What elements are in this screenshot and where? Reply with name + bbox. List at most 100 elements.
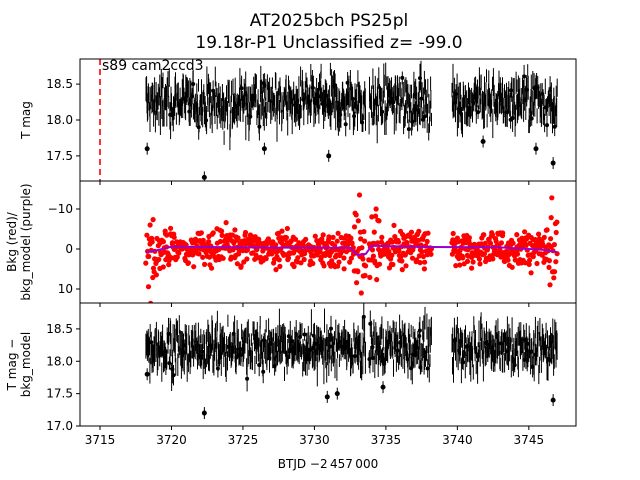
data-point bbox=[242, 229, 249, 236]
data-point bbox=[527, 257, 533, 263]
y-tick-label: −10 bbox=[48, 202, 73, 216]
data-point bbox=[391, 100, 396, 105]
outlier-point bbox=[144, 371, 150, 377]
data-point bbox=[350, 96, 355, 101]
data-point bbox=[210, 230, 216, 236]
data-point bbox=[328, 344, 333, 349]
data-point bbox=[335, 230, 341, 236]
data-point bbox=[373, 213, 379, 219]
series-middle bbox=[143, 192, 560, 303]
data-point bbox=[149, 239, 155, 245]
data-point bbox=[150, 274, 156, 281]
x-tick-label: 3720 bbox=[156, 433, 187, 447]
data-point bbox=[457, 262, 463, 268]
data-point bbox=[196, 251, 202, 257]
data-point bbox=[369, 247, 376, 253]
x-tick-label: 3735 bbox=[371, 433, 402, 447]
data-point bbox=[493, 238, 499, 244]
data-point bbox=[529, 116, 534, 121]
data-point bbox=[279, 228, 285, 234]
y-axis-label: bkg_model bbox=[19, 332, 33, 398]
data-point bbox=[551, 275, 557, 281]
data-point bbox=[244, 256, 250, 262]
data-point bbox=[238, 263, 244, 269]
data-point bbox=[269, 251, 275, 257]
data-point bbox=[167, 361, 172, 366]
outlier-point bbox=[550, 160, 556, 166]
data-point bbox=[202, 261, 208, 267]
data-point bbox=[310, 260, 316, 267]
outlier-point bbox=[550, 397, 556, 403]
data-point bbox=[351, 224, 358, 230]
data-point bbox=[526, 261, 532, 267]
data-point bbox=[376, 261, 383, 267]
data-point bbox=[302, 332, 307, 337]
data-point bbox=[219, 232, 225, 238]
data-point bbox=[487, 240, 494, 246]
data-point bbox=[219, 228, 225, 234]
data-point bbox=[341, 255, 347, 261]
y-tick-label: 0 bbox=[65, 242, 73, 256]
data-point bbox=[168, 255, 174, 261]
data-point bbox=[232, 227, 238, 233]
data-point bbox=[391, 222, 397, 228]
data-point bbox=[425, 230, 431, 236]
data-point bbox=[335, 263, 341, 269]
data-point bbox=[546, 258, 553, 264]
data-point bbox=[153, 272, 159, 278]
y-tick-label: 17.5 bbox=[46, 149, 73, 163]
outlier-point bbox=[533, 146, 539, 152]
data-point bbox=[490, 256, 496, 262]
data-point bbox=[392, 234, 398, 240]
data-point bbox=[174, 254, 180, 260]
data-point bbox=[421, 266, 427, 272]
data-point bbox=[553, 259, 559, 265]
data-point bbox=[417, 260, 423, 266]
x-tick-label: 3745 bbox=[514, 433, 545, 447]
data-point bbox=[355, 269, 361, 275]
data-point bbox=[263, 256, 269, 262]
data-point bbox=[414, 257, 420, 263]
data-point bbox=[370, 253, 376, 259]
data-point bbox=[416, 228, 422, 234]
data-point bbox=[512, 257, 518, 263]
data-point bbox=[466, 235, 472, 241]
data-point bbox=[276, 257, 282, 263]
data-point bbox=[176, 250, 182, 256]
data-point bbox=[512, 363, 517, 368]
data-point bbox=[330, 234, 336, 240]
data-point bbox=[356, 192, 363, 198]
data-point bbox=[536, 231, 542, 237]
data-point bbox=[171, 234, 177, 240]
data-point bbox=[361, 314, 366, 319]
data-point bbox=[349, 240, 355, 246]
data-point bbox=[244, 247, 251, 253]
y-tick-label: 18.0 bbox=[46, 113, 73, 127]
x-axis-label: BTJD −2 457 000 bbox=[278, 457, 378, 471]
data-point bbox=[235, 235, 241, 241]
bkg-model-line bbox=[145, 244, 558, 257]
data-point bbox=[428, 251, 434, 257]
y-tick-label: 17.5 bbox=[46, 387, 73, 401]
data-point bbox=[273, 242, 279, 248]
x-tick-label: 3730 bbox=[299, 433, 330, 447]
data-point bbox=[200, 237, 206, 243]
data-point bbox=[548, 236, 554, 242]
data-point bbox=[348, 235, 354, 241]
data-point bbox=[149, 340, 154, 345]
annotation-label: s89 cam2ccd3 bbox=[102, 58, 204, 74]
data-point bbox=[360, 256, 366, 262]
data-point bbox=[379, 234, 385, 240]
data-point bbox=[469, 265, 475, 271]
data-point bbox=[399, 258, 405, 264]
y-tick-label: 17.0 bbox=[46, 419, 73, 433]
data-point bbox=[481, 251, 487, 257]
y-axis-label: T mag − bbox=[5, 339, 19, 392]
data-point bbox=[150, 217, 156, 223]
data-point bbox=[450, 230, 456, 237]
data-point bbox=[248, 114, 253, 119]
data-point bbox=[409, 255, 416, 261]
chart-title-line1: AT2025bch PS25pl bbox=[250, 11, 408, 31]
data-point bbox=[553, 229, 559, 236]
data-point bbox=[470, 259, 476, 265]
